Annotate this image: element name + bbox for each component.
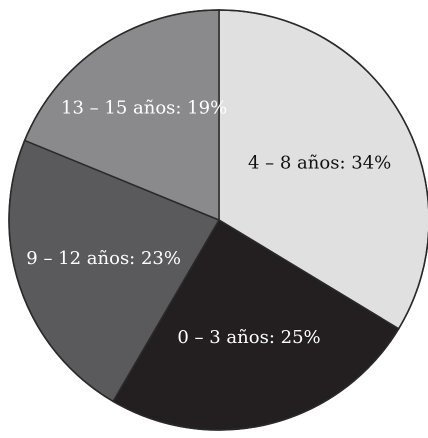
- pie-labels: 4 – 8 años: 34% 0 – 3 años: 25% 9 – 12 año…: [26, 97, 391, 348]
- pie-label-4: 13 – 15 años: 19%: [61, 97, 227, 118]
- pie-label-3: 9 – 12 años: 23%: [26, 248, 181, 269]
- pie-rim: [8, 9, 428, 431]
- pie-label-1: 4 – 8 años: 34%: [248, 152, 391, 173]
- pie-label-2: 0 – 3 años: 25%: [177, 327, 320, 348]
- pie-slices: [8, 9, 428, 431]
